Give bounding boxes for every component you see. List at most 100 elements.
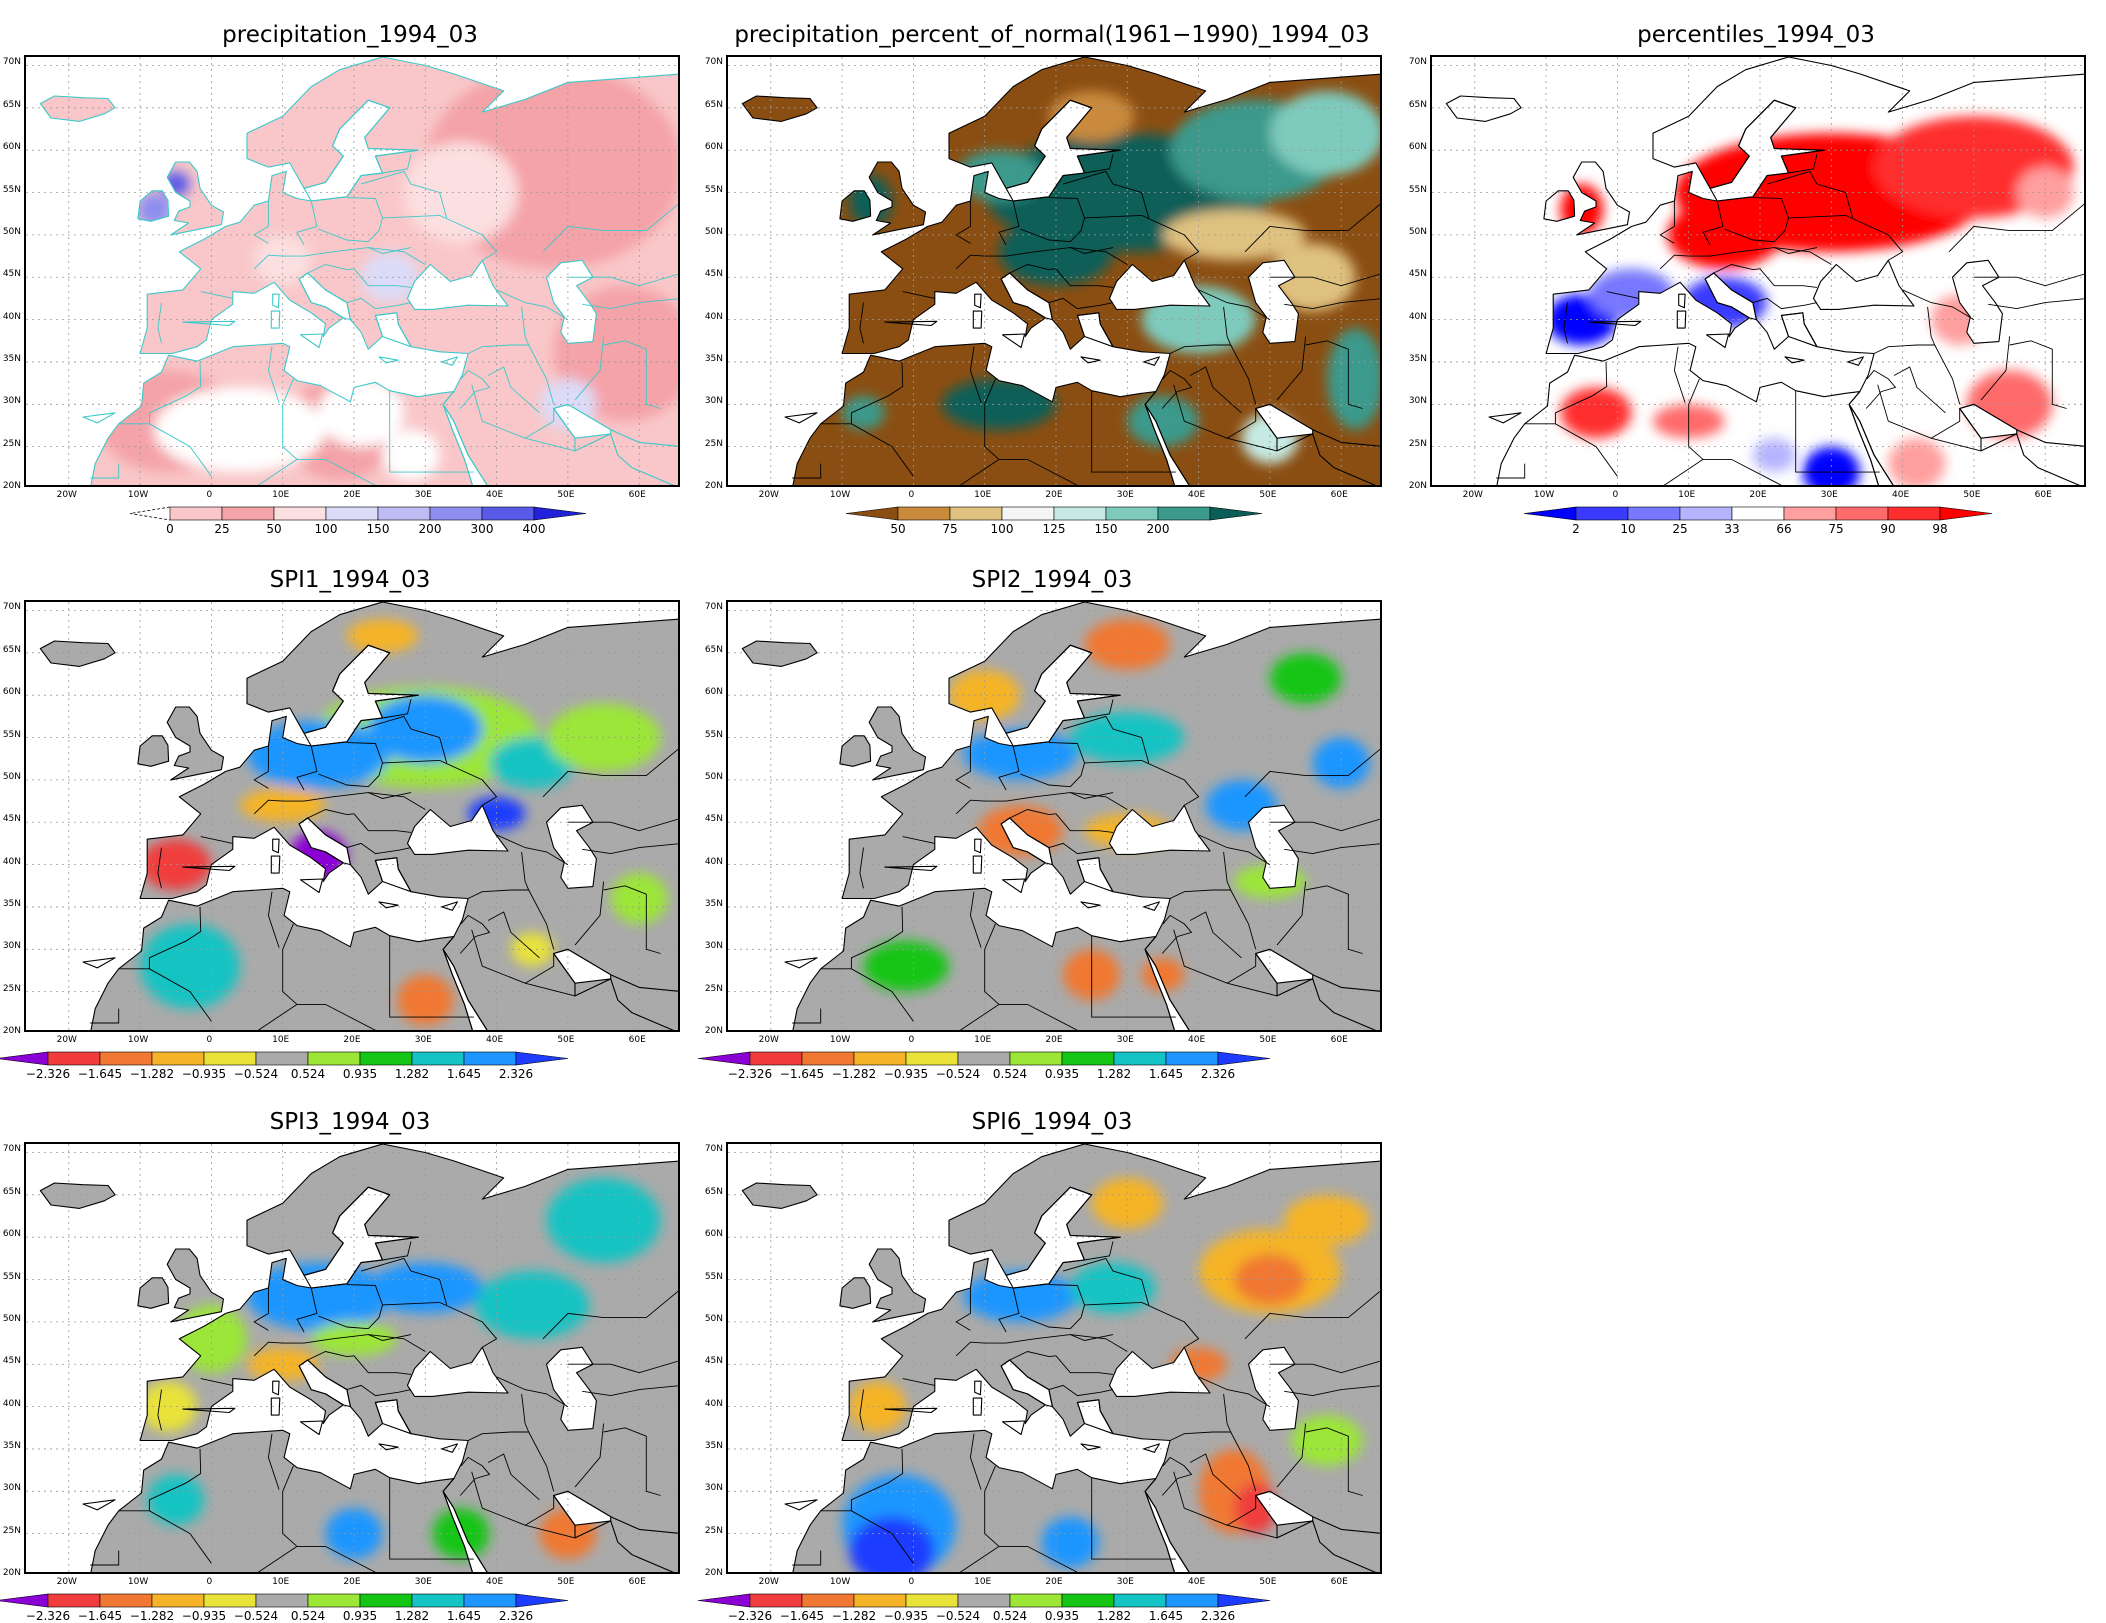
anomaly-region xyxy=(254,234,312,286)
anomaly-region xyxy=(1588,268,1675,320)
anomaly-region xyxy=(140,839,212,890)
latitude-label: 30N xyxy=(704,1483,723,1494)
longitude-label: 0 xyxy=(908,1035,915,1045)
latitude-label: 50N xyxy=(704,771,723,782)
latitude-label: 50N xyxy=(2,226,21,237)
anomaly-region xyxy=(318,378,404,447)
colorbar-label: 66 xyxy=(1776,522,1792,536)
map-title: percentiles_1994_03 xyxy=(1637,22,1875,48)
graticule xyxy=(728,57,1380,485)
colorbar-label: 75 xyxy=(1828,522,1844,536)
latitude-label: 35N xyxy=(2,1440,21,1451)
colorbar-label: 2.326 xyxy=(498,1067,534,1081)
latitude-label: 20N xyxy=(704,1568,723,1578)
graticule xyxy=(728,602,1380,1030)
latitude-label: 20N xyxy=(704,1026,723,1036)
sea xyxy=(546,260,597,344)
colorbar-label: 1.282 xyxy=(394,1067,430,1081)
anomaly-region xyxy=(361,251,419,303)
map-panel-spi1: SPI1_1994_03 70N 65N 60N 55N 50N 45N 40N 35N 30N 2… xyxy=(0,545,700,1090)
latitude-label: 40N xyxy=(2,311,21,322)
latitude-label: 60N xyxy=(704,687,723,698)
longitude-label: 20W xyxy=(758,1577,779,1587)
colorbar-label: 400 xyxy=(522,522,546,536)
colorbar-label: 1.645 xyxy=(446,1067,482,1081)
map-frame xyxy=(24,1142,680,1574)
longitude-label: 20E xyxy=(1045,1035,1063,1045)
sea xyxy=(443,1491,487,1572)
sea xyxy=(1006,1187,1121,1288)
colorbar-label: −0.524 xyxy=(233,1609,279,1623)
sea xyxy=(1077,1399,1113,1434)
colorbar-label: 75 xyxy=(942,522,958,536)
latitude-label: 25N xyxy=(704,1525,723,1536)
longitude-label: 40E xyxy=(486,1577,504,1587)
colorbar-segment xyxy=(221,506,275,521)
latitude-label: 70N xyxy=(2,57,21,68)
colorbar-label: 1.645 xyxy=(446,1609,482,1623)
colorbar-segment xyxy=(1939,506,1993,521)
sea xyxy=(1710,100,1825,201)
anomaly-region xyxy=(140,923,240,1009)
latitude-label: 35N xyxy=(704,353,723,364)
colorbar-segment xyxy=(1113,1593,1167,1608)
anomaly-region xyxy=(1752,438,1796,473)
longitude-label: 40E xyxy=(1188,490,1206,500)
latitude-label: 70N xyxy=(704,57,723,68)
map-canvas xyxy=(26,602,678,1030)
latitude-label: 60N xyxy=(704,1229,723,1240)
colorbar-segment xyxy=(749,1593,803,1608)
colorbar-label: 50 xyxy=(266,522,282,536)
colorbar-label: 98 xyxy=(1932,522,1948,536)
colorbar-segment xyxy=(1165,1051,1219,1066)
colorbar-label: −2.326 xyxy=(727,1067,773,1081)
colorbar-segment xyxy=(0,1593,49,1608)
longitude-label: 10E xyxy=(1678,490,1696,500)
map-title: SPI1_1994_03 xyxy=(269,567,431,593)
latitude-label: 55N xyxy=(2,1271,21,1282)
map-title: SPI6_1994_03 xyxy=(971,1109,1133,1135)
longitude-label: 0 xyxy=(908,490,915,500)
latitude-label: 45N xyxy=(2,814,21,825)
latitude-label: 30N xyxy=(1408,396,1427,407)
anomaly-region xyxy=(949,669,1021,721)
colorbar: −2.326 −1.645 −1.282 −0.935 −0.524 0.524 0.935… xyxy=(697,1051,1271,1081)
sea xyxy=(1006,100,1121,201)
sea xyxy=(1705,273,1757,320)
latitude-label: 25N xyxy=(2,1525,21,1536)
colorbar-segment xyxy=(411,1051,465,1066)
colorbar-segment xyxy=(1523,506,1577,521)
colorbar-segment xyxy=(411,1593,465,1608)
longitude-label: 30E xyxy=(1820,490,1838,500)
colorbar-label: −0.524 xyxy=(935,1067,981,1081)
colorbar-label: 300 xyxy=(470,522,494,536)
colorbar-label: 10 xyxy=(1620,522,1636,536)
map-frame xyxy=(24,55,680,487)
colorbar-label: 33 xyxy=(1724,522,1740,536)
latitude-label: 50N xyxy=(704,1313,723,1324)
colorbar-segment xyxy=(255,1051,309,1066)
colorbar-segment xyxy=(801,1051,855,1066)
sea xyxy=(1145,1491,1189,1572)
colorbar: −2.326 −1.645 −1.282 −0.935 −0.524 0.524 0.935… xyxy=(0,1051,569,1081)
colorbar-segment xyxy=(359,1051,413,1066)
longitude-label: 20W xyxy=(758,490,779,500)
country-borders xyxy=(90,154,678,485)
colorbar-segment xyxy=(533,506,587,521)
latitude-label: 45N xyxy=(2,269,21,280)
latitude-label: 60N xyxy=(1408,142,1427,153)
latitude-label: 45N xyxy=(1408,269,1427,280)
map-canvas xyxy=(728,602,1380,1030)
colorbar-segment xyxy=(905,1051,959,1066)
country-borders xyxy=(90,1241,678,1572)
anomaly-region xyxy=(396,974,454,1026)
longitude-label: 60E xyxy=(1330,1035,1348,1045)
latitude-label: 50N xyxy=(2,1313,21,1324)
anomaly-region xyxy=(1070,1262,1156,1314)
colorbar-segment xyxy=(1575,506,1629,521)
colorbar-segment xyxy=(1835,506,1889,521)
sea xyxy=(407,1347,508,1397)
longitude-label: 50E xyxy=(1259,1035,1277,1045)
longitude-label: 20E xyxy=(1045,490,1063,500)
graticule xyxy=(26,1144,678,1572)
